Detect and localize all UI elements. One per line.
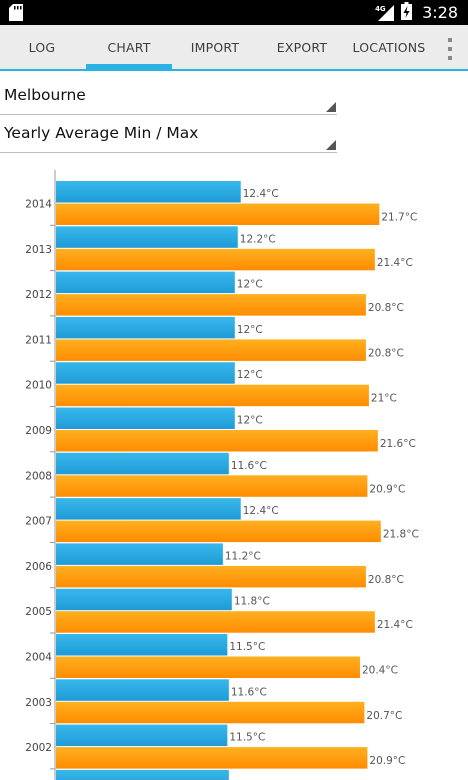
tab-locations[interactable]: LOCATIONS xyxy=(346,25,432,69)
network-type-label: 4G xyxy=(375,4,386,13)
location-select[interactable]: Melbourne xyxy=(0,79,337,115)
value-label-min-2007: 12.4°C xyxy=(243,505,279,517)
tick-label-2003: 2003 xyxy=(25,697,52,709)
tick-label-2012: 2012 xyxy=(25,289,52,301)
tick-label-2007: 2007 xyxy=(25,516,52,528)
value-label-max-2009: 21.6°C xyxy=(380,438,416,450)
tab-import[interactable]: IMPORT xyxy=(172,25,258,69)
tab-chart[interactable]: CHART xyxy=(86,25,172,69)
value-label-min-2009: 12°C xyxy=(237,415,263,427)
bar-max-2004 xyxy=(56,656,360,678)
bar-max-2002 xyxy=(56,747,368,769)
tick-label-2011: 2011 xyxy=(25,334,52,346)
tick-label-2002: 2002 xyxy=(25,742,52,754)
bar-min-2012 xyxy=(56,271,235,294)
location-select-value: Melbourne xyxy=(4,86,86,104)
bar-min-2005 xyxy=(56,588,232,611)
tab-bar: LOG CHART IMPORT EXPORT LOCATIONS xyxy=(0,25,468,71)
value-label-min-2014: 12.4°C xyxy=(243,188,279,200)
chart-mode-select-value: Yearly Average Min / Max xyxy=(4,124,199,142)
value-label-max-2005: 21.4°C xyxy=(377,619,413,631)
bar-min-2008 xyxy=(56,452,229,475)
value-label-min-2005: 11.8°C xyxy=(234,596,270,608)
bar-max-2011 xyxy=(56,339,366,361)
bar-min-2013 xyxy=(56,226,238,248)
value-label-min-2013: 12.2°C xyxy=(240,233,276,245)
value-label-min-2008: 11.6°C xyxy=(231,460,267,472)
value-label-max-2010: 21°C xyxy=(371,393,397,405)
tab-import-label: IMPORT xyxy=(190,39,240,55)
bar-max-2013 xyxy=(56,248,375,271)
bar-max-2007 xyxy=(56,520,381,543)
signal-icon: 4G xyxy=(375,4,395,22)
value-label-max-2012: 20.8°C xyxy=(368,302,404,314)
bar-min-2011 xyxy=(56,316,235,339)
tab-locations-label: LOCATIONS xyxy=(352,39,426,55)
more-vert-icon[interactable] xyxy=(440,38,460,60)
tick-label-2005: 2005 xyxy=(25,606,52,618)
bar-max-2012 xyxy=(56,294,366,316)
clock: 3:28 xyxy=(422,3,458,22)
tab-export-label: EXPORT xyxy=(276,39,328,55)
bar-min-2006 xyxy=(56,543,223,565)
value-label-min-2006: 11.2°C xyxy=(225,550,261,562)
bar-min-2003 xyxy=(56,679,229,701)
bar-min-2010 xyxy=(56,362,235,384)
chart-svg: 12.4°C 21.7°C 2014 12.2°C 21.4°C 2013 12°C 20.8… xyxy=(25,170,419,780)
min-max-bar-chart: 12.4°C 21.7°C 2014 12.2°C 21.4°C 2013 12°C 20.8… xyxy=(0,170,468,780)
tab-log[interactable]: LOG xyxy=(0,25,84,69)
bar-max-2005 xyxy=(56,611,375,633)
active-tab-indicator xyxy=(86,64,172,69)
bar-min-2002 xyxy=(56,724,228,747)
bar-max-2006 xyxy=(56,565,366,588)
value-label-min-2004: 11.5°C xyxy=(229,641,265,653)
bar-min-2001 xyxy=(56,769,229,780)
value-label-max-2011: 20.8°C xyxy=(368,347,404,359)
bar-max-2003 xyxy=(56,701,365,724)
value-label-min-2011: 12°C xyxy=(237,324,263,336)
dropdown-arrow-icon xyxy=(326,102,336,112)
tick-label-2006: 2006 xyxy=(25,561,52,573)
value-label-min-2010: 12°C xyxy=(237,369,263,381)
value-label-max-2003: 20.7°C xyxy=(366,710,402,722)
bar-min-2007 xyxy=(56,498,241,520)
tick-label-2004: 2004 xyxy=(25,652,52,664)
bar-min-2014 xyxy=(56,181,241,203)
bar-max-2009 xyxy=(56,430,378,452)
value-label-max-2008: 20.9°C xyxy=(369,483,405,495)
value-label-max-2006: 20.8°C xyxy=(368,574,404,586)
chart-mode-select[interactable]: Yearly Average Min / Max xyxy=(0,117,337,153)
tick-label-2013: 2013 xyxy=(25,244,52,256)
sd-card-icon xyxy=(9,4,23,21)
value-label-max-2002: 20.9°C xyxy=(369,755,405,767)
tab-log-label: LOG xyxy=(28,39,56,55)
tab-chart-label: CHART xyxy=(107,39,151,55)
bar-min-2009 xyxy=(56,407,235,429)
value-label-min-2003: 11.6°C xyxy=(231,686,267,698)
status-bar: 4G 3:28 xyxy=(0,0,468,25)
value-label-max-2013: 21.4°C xyxy=(377,257,413,269)
bar-min-2004 xyxy=(56,634,228,656)
value-label-min-2002: 11.5°C xyxy=(229,732,265,744)
tick-label-2008: 2008 xyxy=(25,470,52,482)
tick-label-2014: 2014 xyxy=(25,199,52,211)
tick-label-2010: 2010 xyxy=(25,380,52,392)
bar-max-2008 xyxy=(56,475,368,497)
bar-max-2014 xyxy=(56,203,380,225)
value-label-max-2014: 21.7°C xyxy=(381,212,417,224)
tick-label-2009: 2009 xyxy=(25,425,52,437)
dropdown-arrow-icon xyxy=(326,140,336,150)
value-label-min-2012: 12°C xyxy=(237,279,263,291)
bar-max-2010 xyxy=(56,384,369,407)
value-label-max-2007: 21.8°C xyxy=(383,529,419,541)
tab-export[interactable]: EXPORT xyxy=(258,25,346,69)
status-icons: 4G 3:28 xyxy=(375,1,458,24)
battery-charging-icon xyxy=(401,1,413,24)
value-label-max-2004: 20.4°C xyxy=(362,665,398,677)
